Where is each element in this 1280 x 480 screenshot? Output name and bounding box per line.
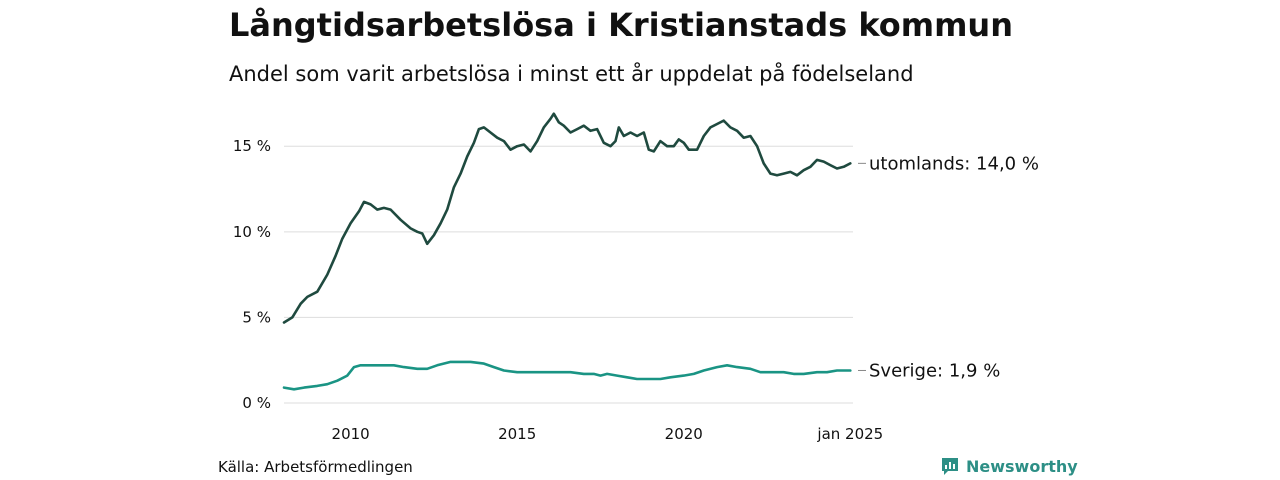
x-tick-label: jan 2025: [816, 425, 883, 443]
brand-logo: Newsworthy: [940, 456, 1078, 476]
series-lines: [282, 112, 852, 391]
end-label-utomlands: utomlands: 14,0 %: [869, 153, 1039, 174]
chart-subtitle: Andel som varit arbetslösa i minst ett å…: [229, 62, 914, 86]
series-line-utomlands: [282, 112, 852, 324]
x-tick-label: 2010: [332, 425, 370, 443]
y-tick-label: 15 %: [233, 137, 271, 155]
end-labels: utomlands: 14,0 % Sverige: 1,9 %: [858, 153, 1039, 381]
series-line-sverige: [282, 360, 852, 391]
y-tick-label: 10 %: [233, 223, 271, 241]
source-note: Källa: Arbetsförmedlingen: [218, 458, 413, 476]
y-tick-label: 5 %: [242, 308, 271, 326]
x-tick-label: 2015: [498, 425, 536, 443]
axis-labels: 0 % 5 % 10 % 15 % 2010 2015 2020 jan 2025: [233, 137, 883, 443]
brand-name: Newsworthy: [966, 456, 1078, 476]
newsworthy-icon: [942, 458, 958, 475]
x-tick-label: 2020: [665, 425, 703, 443]
chart-title: Långtidsarbetslösa i Kristianstads kommu…: [229, 6, 1013, 44]
end-label-sverige: Sverige: 1,9 %: [869, 360, 1000, 381]
y-tick-label: 0 %: [242, 394, 271, 412]
